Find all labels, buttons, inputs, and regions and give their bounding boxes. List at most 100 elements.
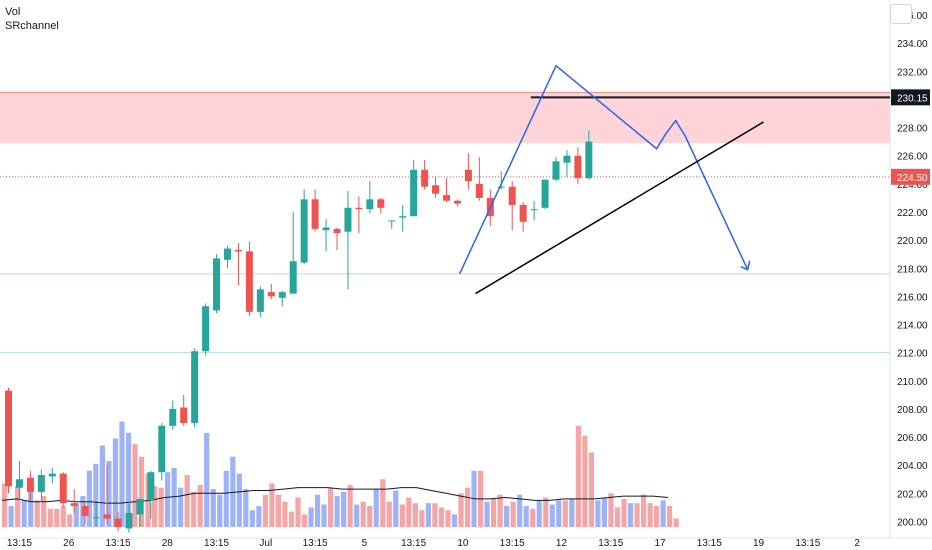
candle [136, 498, 144, 528]
candle-body [103, 514, 111, 519]
candle [5, 387, 12, 494]
volume-ma [1, 487, 669, 504]
candle [508, 181, 516, 231]
volume-bar [2, 483, 8, 528]
volume-bar [569, 498, 575, 528]
volume-bar [660, 500, 666, 528]
drawings [458, 64, 890, 295]
volume-bar [608, 493, 614, 528]
candle [26, 470, 34, 501]
volume-bar [308, 507, 314, 528]
candle [125, 501, 133, 533]
volume-bar [54, 508, 60, 528]
volume-bar [412, 503, 418, 528]
candle [81, 501, 89, 525]
volume-bar [99, 445, 105, 528]
volume-bar [634, 503, 640, 528]
candle-body [541, 179, 549, 208]
candle [366, 181, 374, 214]
volume-bar [399, 504, 405, 528]
candle [70, 489, 78, 513]
candle-body [497, 186, 505, 188]
volume-bar [393, 490, 399, 528]
candle [464, 152, 472, 190]
time-tick-label: 13:15 [7, 538, 32, 549]
volume-bar [438, 507, 445, 528]
candle [585, 130, 593, 180]
volume-bar [158, 487, 164, 528]
time-tick-label: 19 [753, 538, 765, 549]
candle-body [48, 473, 56, 477]
candle [191, 348, 199, 428]
resistance-zone [0, 92, 890, 144]
candle [453, 199, 461, 207]
last-price-label-text: 224.50 [897, 173, 928, 184]
price-tick-label: 202.00 [897, 489, 928, 500]
candle [311, 189, 319, 232]
candle-body [443, 195, 450, 201]
volume-bars [2, 421, 679, 528]
volume-bar [217, 494, 223, 528]
volume-bar [119, 421, 125, 528]
volume-bar [497, 494, 503, 528]
price-tick-label: 220.00 [897, 236, 928, 247]
candle [114, 511, 122, 532]
time-tick-label: 28 [162, 538, 174, 549]
volume-bar [484, 501, 490, 528]
candle-body [377, 199, 385, 208]
volume-bar [34, 500, 40, 528]
candle [344, 190, 352, 290]
last-price-label: 224.50 [891, 168, 930, 185]
candle-body [508, 186, 516, 205]
candle-body [59, 473, 67, 504]
volume-bar [47, 508, 53, 528]
volume-bar [654, 505, 660, 528]
candle-body [563, 155, 571, 163]
candle [410, 159, 418, 217]
price-tick-label: 214.00 [897, 321, 928, 332]
candle-body [289, 261, 297, 294]
price-tick-label: 206.00 [897, 433, 928, 444]
candle-body [388, 220, 396, 222]
time-tick-label: 10 [457, 538, 469, 549]
price-tick-label: 228.00 [897, 124, 928, 135]
volume-bar [106, 460, 112, 528]
price-tick-label: 218.00 [897, 264, 928, 275]
time-tick-label: 13:15 [204, 538, 229, 549]
candle [256, 286, 264, 318]
volume-bar [8, 505, 14, 528]
volume-bar [28, 486, 34, 528]
volume-bar [601, 497, 608, 528]
candle [180, 394, 188, 426]
volume-bar [132, 444, 138, 528]
volume-bar [93, 463, 99, 528]
candle [224, 245, 231, 269]
chart-settings-icon[interactable] [890, 4, 912, 24]
candle-body [421, 169, 429, 187]
time-tick-label: 17 [654, 538, 666, 549]
sr-zone [0, 91, 890, 354]
candle-body [92, 517, 100, 519]
candle [289, 211, 297, 294]
candle-body [410, 169, 418, 217]
vol-legend[interactable]: Vol [5, 6, 21, 18]
candle-body [530, 209, 538, 211]
srchannel-legend[interactable]: SRchannel [5, 20, 59, 32]
volume-bar [582, 435, 588, 528]
volume-bar [627, 503, 634, 528]
candle-body [213, 258, 221, 311]
candle [388, 220, 396, 229]
price-tick-label: 226.00 [897, 152, 928, 163]
volume-bar [210, 489, 216, 528]
candle-body [15, 479, 23, 488]
volume-bar [640, 494, 647, 528]
candle [541, 179, 549, 210]
volume-bar [191, 491, 197, 528]
volume-bar [321, 504, 327, 528]
volume-bar [517, 494, 523, 528]
volume-bar [595, 500, 601, 528]
volume-bar [510, 501, 516, 528]
volume-bar [314, 494, 321, 528]
candle-body [234, 249, 242, 252]
